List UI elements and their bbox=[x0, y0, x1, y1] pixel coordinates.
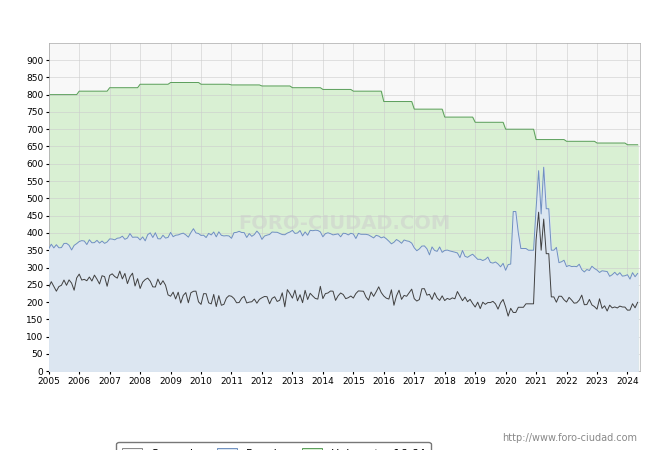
Text: Valdecaballeros - Evolucion de la poblacion en edad de Trabajar Mayo de 2024: Valdecaballeros - Evolucion de la poblac… bbox=[73, 12, 577, 25]
Text: http://www.foro-ciudad.com: http://www.foro-ciudad.com bbox=[502, 433, 637, 443]
Text: FORO-CIUDAD.COM: FORO-CIUDAD.COM bbox=[239, 214, 450, 233]
Legend: Ocupados, Parados, Hab. entre 16-64: Ocupados, Parados, Hab. entre 16-64 bbox=[116, 442, 431, 450]
